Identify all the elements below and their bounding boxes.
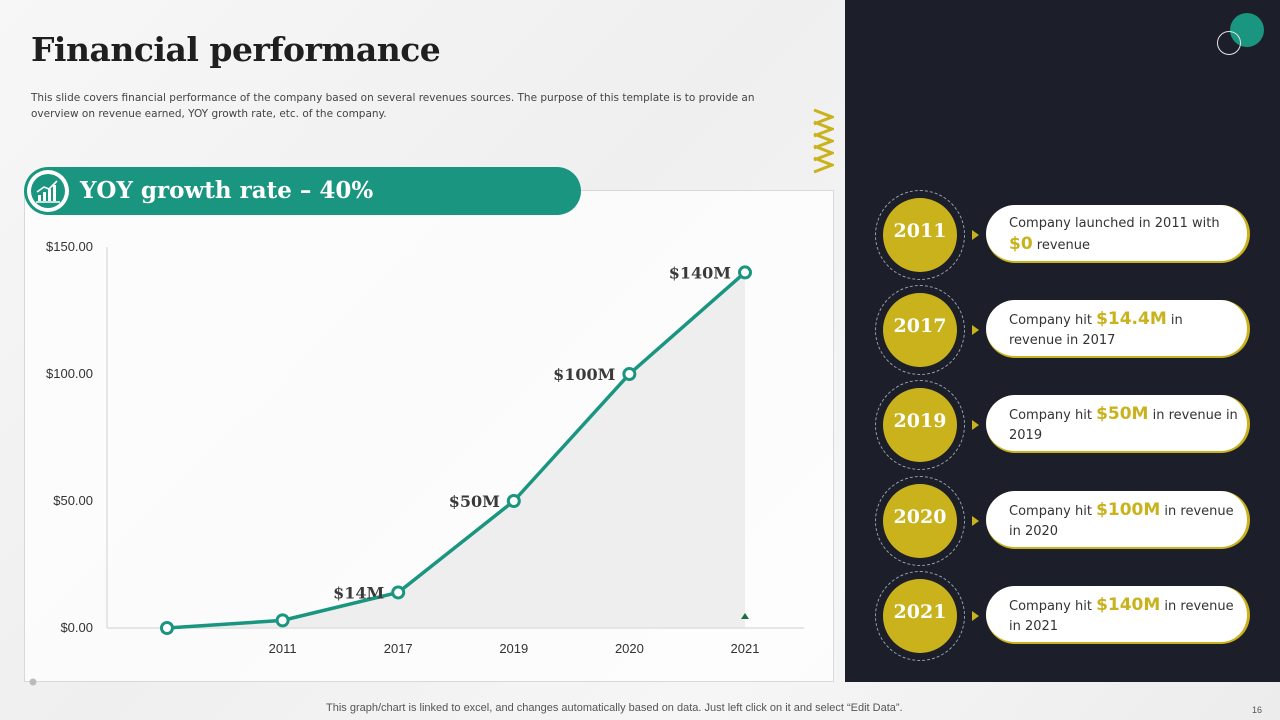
timeline-value: $14.4M bbox=[1096, 309, 1167, 329]
x-tick-label: 2017 bbox=[384, 641, 413, 656]
slider-dot bbox=[29, 678, 37, 686]
timeline-year-circle bbox=[883, 484, 957, 558]
timeline-text-post: in revenue in 2020 bbox=[1009, 504, 1234, 539]
timeline-text-pre: Company launched in 2011 with bbox=[1009, 216, 1220, 231]
revenue-line-chart[interactable]: $0.00 $50.00 $100.00 $150.00 2011 2017 2019 202… bbox=[0, 0, 845, 700]
bar-chart-icon bbox=[27, 170, 69, 212]
timeline-text-post: in revenue in 2019 bbox=[1009, 408, 1238, 443]
data-label: $50M bbox=[449, 492, 500, 511]
arrow-right-icon bbox=[972, 516, 979, 526]
data-point bbox=[506, 494, 521, 508]
growth-banner-text: YOY growth rate – 40% bbox=[80, 177, 374, 204]
timeline-card: Company hit $50M in revenue in 2019 bbox=[986, 395, 1250, 453]
timeline-card-text: Company launched in 2011 with $0 revenue bbox=[1009, 214, 1239, 256]
timeline-text-pre: Company hit bbox=[1009, 408, 1097, 423]
timeline-card: Company hit $100M in revenue in 2020 bbox=[986, 491, 1250, 549]
timeline-item: 2019 Company hit $50M in revenue in 2019 bbox=[845, 380, 1280, 470]
timeline-value: $100M bbox=[1096, 500, 1161, 520]
timeline-year: 2021 bbox=[893, 601, 947, 623]
timeline-year: 2020 bbox=[893, 506, 947, 528]
arrow-right-icon bbox=[972, 611, 979, 621]
timeline-card-text: Company hit $50M in revenue in 2019 bbox=[1009, 404, 1239, 446]
x-tick-label: 2011 bbox=[269, 641, 297, 656]
timeline-ring bbox=[875, 571, 965, 661]
zigzag-decoration bbox=[813, 108, 834, 174]
area-fill bbox=[167, 272, 745, 628]
timeline-text-pre: Company hit bbox=[1009, 599, 1097, 614]
timeline-value: $50M bbox=[1096, 404, 1149, 424]
timeline-year-circle bbox=[883, 198, 957, 272]
timeline-value: $0 bbox=[1009, 234, 1033, 254]
timeline-ring bbox=[875, 285, 965, 375]
x-tick-label: 2021 bbox=[731, 641, 760, 656]
timeline-year: 2011 bbox=[893, 220, 947, 242]
x-tick-label: 2019 bbox=[499, 641, 528, 656]
timeline-value: $140M bbox=[1096, 595, 1161, 615]
timeline-card-text: Company hit $14.4M in revenue in 2017 bbox=[1009, 309, 1239, 351]
timeline-item: 2021 Company hit $140M in revenue in 2021 bbox=[845, 571, 1280, 661]
y-tick-label: $150.00 bbox=[46, 239, 93, 254]
timeline-item: 2020 Company hit $100M in revenue in 2020 bbox=[845, 476, 1280, 566]
timeline-year-circle bbox=[883, 579, 957, 653]
data-label: $140M bbox=[669, 263, 731, 282]
y-tick-label: $50.00 bbox=[53, 493, 93, 508]
timeline-text-post: in revenue in 2021 bbox=[1009, 599, 1234, 634]
data-label: $100M bbox=[553, 365, 615, 384]
timeline-text-post: in revenue in 2017 bbox=[1009, 313, 1183, 348]
data-label: $14M bbox=[333, 583, 384, 602]
data-point bbox=[391, 585, 406, 600]
arrow-right-icon bbox=[972, 230, 979, 240]
arrow-right-icon bbox=[972, 420, 979, 430]
revenue-series-line bbox=[166, 271, 747, 630]
timeline-card-text: Company hit $140M in revenue in 2021 bbox=[1009, 595, 1239, 637]
x-tick-label: 2020 bbox=[615, 641, 644, 656]
growth-banner bbox=[24, 167, 581, 215]
timeline-card-text: Company hit $100M in revenue in 2020 bbox=[1009, 500, 1239, 542]
data-point bbox=[160, 621, 174, 635]
end-marker-icon bbox=[741, 613, 749, 619]
timeline-card: Company hit $14.4M in revenue in 2017 bbox=[986, 300, 1250, 358]
timeline-year-circle bbox=[883, 293, 957, 367]
footnote: This graph/chart is linked to excel, and… bbox=[326, 702, 903, 714]
y-tick-label: $100.00 bbox=[46, 366, 93, 381]
timeline-panel: 2011 Company launched in 2011 with $0 rev… bbox=[845, 0, 1280, 682]
timeline-item: 2011 Company launched in 2011 with $0 rev… bbox=[845, 190, 1280, 280]
outline-circle-decoration bbox=[1217, 31, 1241, 55]
data-point bbox=[738, 265, 752, 280]
page-subtitle: This slide covers financial performance … bbox=[31, 92, 755, 120]
timeline-item: 2017 Company hit $14.4M in revenue in 201… bbox=[845, 285, 1280, 375]
timeline-ring bbox=[875, 476, 965, 566]
data-point bbox=[275, 613, 290, 628]
timeline-text-pre: Company hit bbox=[1009, 504, 1097, 519]
timeline-year: 2019 bbox=[893, 410, 947, 432]
timeline-year-circle bbox=[883, 388, 957, 462]
page-number: 16 bbox=[1252, 705, 1263, 715]
page-title: Financial performance bbox=[31, 30, 441, 69]
timeline-text-post: revenue bbox=[1032, 238, 1091, 253]
y-tick-label: $0.00 bbox=[60, 620, 93, 635]
timeline-card: Company hit $140M in revenue in 2021 bbox=[986, 586, 1250, 644]
arrow-right-icon bbox=[972, 325, 979, 335]
timeline-ring bbox=[875, 380, 965, 470]
timeline-card: Company launched in 2011 with $0 revenue bbox=[986, 205, 1250, 263]
timeline-text-pre: Company hit bbox=[1009, 313, 1097, 328]
timeline-ring bbox=[875, 190, 965, 280]
timeline-year: 2017 bbox=[893, 315, 947, 337]
data-point bbox=[622, 367, 637, 381]
